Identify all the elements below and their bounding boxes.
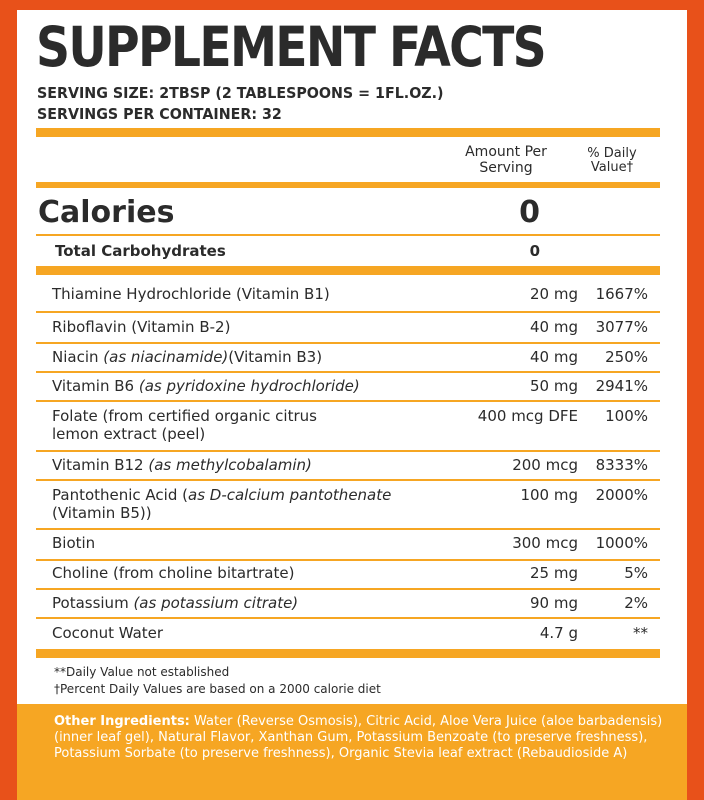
- row-divider: [36, 528, 660, 530]
- nutrient-dv: 5%: [624, 564, 648, 582]
- nutrient-name: Thiamine Hydrochloride (Vitamin B1): [52, 285, 330, 303]
- nutrient-name-italic: as D-calcium pantothenate: [188, 486, 392, 504]
- servings-label: SERVINGS PER CONTAINER:: [37, 105, 258, 123]
- nutrient-name-italic: (as pyridoxine hydrochloride): [138, 377, 360, 395]
- nutrient-name-line: Folate (from certified organic citrus: [52, 407, 317, 425]
- nutrient-dv: 100%: [605, 407, 648, 425]
- row-divider: [36, 311, 660, 313]
- nutrient-dv: 1000%: [595, 534, 648, 552]
- nutrient-name: Potassium (as potassium citrate): [52, 594, 412, 612]
- nutrient-amount: 90 mg: [530, 594, 578, 612]
- row-divider: [36, 559, 660, 561]
- other-ingredients: Other Ingredients: Water (Reverse Osmosi…: [54, 714, 664, 762]
- row-divider: [36, 617, 660, 619]
- footnote-percent: †Percent Daily Values are based on a 200…: [54, 682, 381, 696]
- nutrient-amount: 25 mg: [530, 564, 578, 582]
- nutrient-dv: 1667%: [595, 285, 648, 303]
- nutrient-name-line: (Vitamin B5)): [52, 504, 152, 522]
- nutrient-name: Vitamin B12 (as methylcobalamin): [52, 456, 412, 474]
- nutrient-dv: 2%: [624, 594, 648, 612]
- nutrient-amount: 40 mg: [530, 348, 578, 366]
- dv-header-line2: Value†: [590, 160, 634, 175]
- row-divider: [36, 400, 660, 402]
- nutrient-name: Niacin (as niacinamide)(Vitamin B3): [52, 348, 412, 366]
- other-ingredients-text: Water (Reverse Osmosis), Citric Acid, Al…: [54, 714, 663, 761]
- serving-size: SERVING SIZE: 2TBSP (2 TABLESPOONS = 1FL…: [37, 84, 444, 102]
- divider-thick-bottom: [36, 649, 660, 658]
- row-divider: [36, 588, 660, 590]
- nutrient-name: Folate (from certified organic citrus lem…: [52, 407, 412, 443]
- servings-per-container: SERVINGS PER CONTAINER: 32: [37, 105, 282, 123]
- nutrient-name-part: Vitamin B6: [52, 377, 139, 395]
- amount-header-line1: Amount Per: [465, 144, 547, 160]
- other-ingredients-label: Other Ingredients:: [54, 714, 190, 729]
- nutrient-dv: 2941%: [595, 377, 648, 395]
- row-divider: [36, 342, 660, 344]
- serving-size-label: SERVING SIZE:: [37, 84, 155, 102]
- nutrient-name-part: Vitamin B12: [52, 456, 149, 474]
- dv-header-line1: % Daily: [587, 146, 637, 161]
- nutrient-amount: 40 mg: [530, 318, 578, 336]
- nutrient-dv: 2000%: [595, 486, 648, 504]
- page-title: SUPPLEMENT FACTS: [36, 15, 547, 79]
- nutrient-name-part: (Vitamin B3): [228, 348, 323, 366]
- nutrient-name: Choline (from choline bitartrate): [52, 564, 295, 582]
- nutrient-name-italic: (as potassium citrate): [133, 594, 299, 612]
- nutrient-dv: **: [633, 624, 648, 642]
- divider-medium: [36, 182, 660, 188]
- nutrient-name: Pantothenic Acid (as D-calcium pantothen…: [52, 486, 412, 522]
- servings-value: 32: [262, 105, 282, 123]
- nutrient-name-part: Potassium: [52, 594, 134, 612]
- daily-value-header: % Daily Value†: [572, 147, 652, 175]
- nutrient-amount: 400 mcg DFE: [477, 407, 578, 425]
- nutrient-amount: 200 mcg: [512, 456, 578, 474]
- nutrient-name-line: lemon extract (peel): [52, 425, 206, 443]
- calories-label: Calories: [38, 195, 175, 230]
- nutrient-name: Riboflavin (Vitamin B-2): [52, 318, 231, 336]
- facts-panel: [17, 10, 687, 800]
- row-divider: [36, 371, 660, 373]
- nutrient-amount: 100 mg: [520, 486, 578, 504]
- nutrient-dv: 250%: [605, 348, 648, 366]
- serving-size-value: 2TBSP (2 TABLESPOONS = 1FL.OZ.): [159, 84, 444, 102]
- nutrient-name: Biotin: [52, 534, 96, 552]
- nutrient-amount: 300 mcg: [512, 534, 578, 552]
- nutrient-name-italic: (as niacinamide): [103, 348, 229, 366]
- amount-header-line2: Serving: [479, 160, 533, 176]
- nutrient-dv: 8333%: [595, 456, 648, 474]
- row-divider: [36, 450, 660, 452]
- nutrient-name: Coconut Water: [52, 624, 164, 642]
- total-carbs-label: Total Carbohydrates: [55, 242, 226, 260]
- nutrient-name-part: Niacin: [52, 348, 104, 366]
- row-divider: [36, 479, 660, 481]
- nutrient-dv: 3077%: [595, 318, 648, 336]
- nutrient-amount: 20 mg: [530, 285, 578, 303]
- nutrient-amount: 4.7 g: [539, 624, 578, 642]
- footnote-daily-value: **Daily Value not established: [54, 665, 230, 679]
- nutrient-name-part: Pantothenic Acid (: [52, 486, 188, 504]
- divider-thick-top: [36, 128, 660, 137]
- amount-per-serving-header: Amount Per Serving: [446, 144, 566, 176]
- nutrient-amount: 50 mg: [530, 377, 578, 395]
- divider-thick-middle: [36, 266, 660, 275]
- other-ingredients-panel: Other Ingredients: Water (Reverse Osmosi…: [17, 704, 687, 800]
- divider-thin: [36, 234, 660, 236]
- nutrient-name-italic: (as methylcobalamin): [148, 456, 312, 474]
- calories-value: 0: [519, 195, 540, 230]
- total-carbs-value: 0: [529, 242, 540, 260]
- nutrient-name: Vitamin B6 (as pyridoxine hydrochloride): [52, 377, 412, 395]
